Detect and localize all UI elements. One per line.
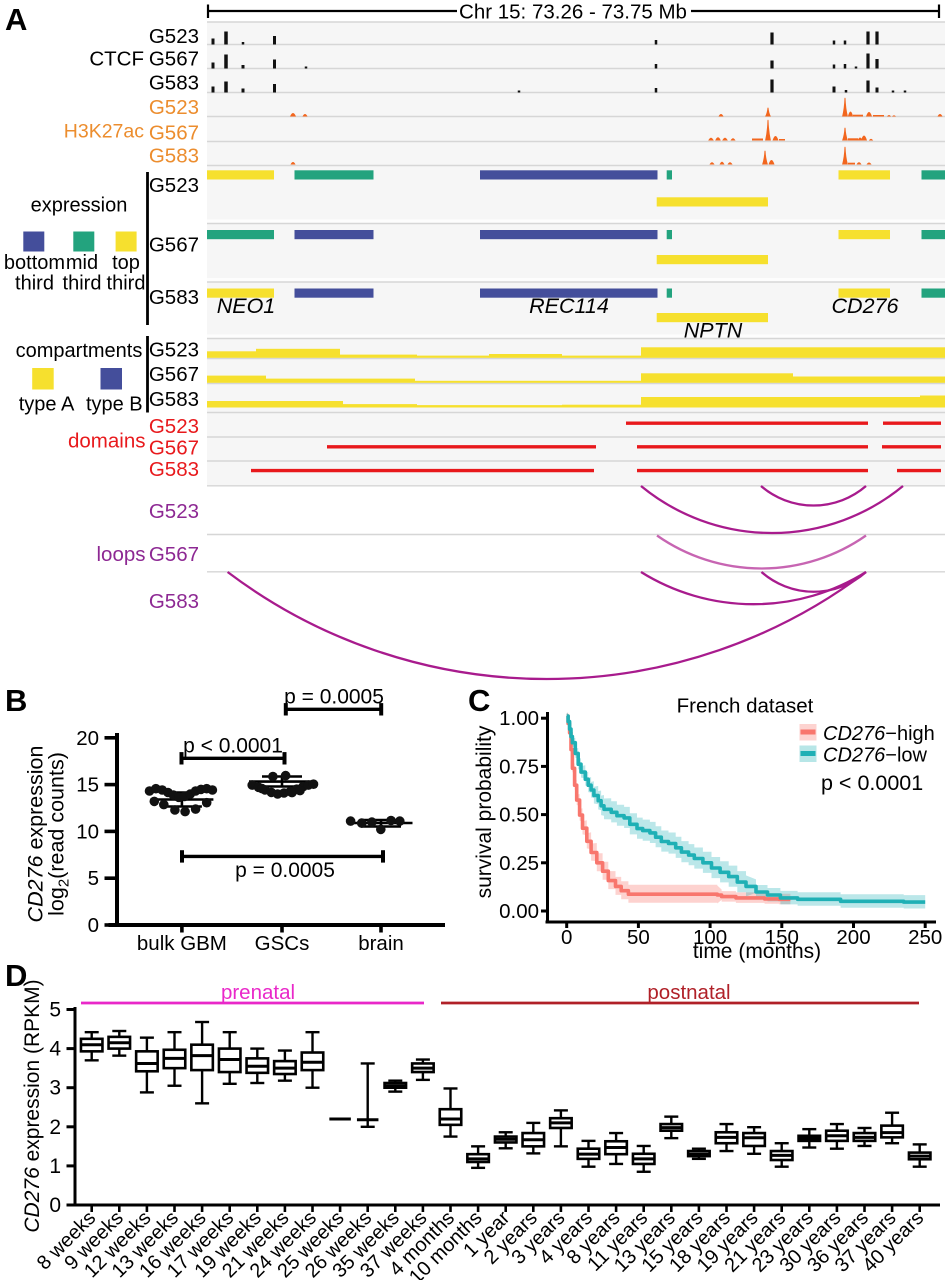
svg-text:B: B	[5, 683, 27, 718]
svg-text:G567: G567	[149, 363, 199, 386]
svg-text:G523: G523	[149, 500, 199, 523]
svg-text:French dataset: French dataset	[677, 695, 814, 718]
svg-text:CD276 expression (RPKM): CD276 expression (RPKM)	[21, 979, 44, 1232]
svg-text:G567: G567	[149, 234, 199, 257]
svg-text:1.00: 1.00	[499, 707, 539, 730]
svg-text:G583: G583	[149, 286, 199, 309]
svg-text:H3K27ac: H3K27ac	[64, 121, 144, 143]
svg-text:G583: G583	[149, 145, 199, 168]
svg-text:G523: G523	[149, 96, 199, 119]
svg-text:CD276−low: CD276−low	[823, 745, 928, 767]
svg-text:1: 1	[49, 1155, 61, 1178]
svg-text:G523: G523	[149, 339, 199, 362]
svg-text:3: 3	[49, 1077, 61, 1100]
svg-text:250: 250	[908, 926, 942, 949]
svg-text:50: 50	[627, 926, 650, 949]
svg-text:bulk GBM: bulk GBM	[137, 932, 227, 955]
svg-text:loops: loops	[96, 543, 145, 566]
svg-text:D: D	[5, 958, 27, 993]
svg-text:G523: G523	[149, 174, 199, 197]
svg-text:REC114: REC114	[529, 294, 609, 318]
svg-text:0: 0	[49, 1194, 61, 1217]
svg-text:type B: type B	[86, 394, 143, 416]
svg-text:G583: G583	[149, 458, 199, 481]
svg-text:G583: G583	[149, 388, 199, 411]
svg-text:CD276 expression: CD276 expression	[24, 746, 48, 923]
svg-text:third: third	[107, 273, 146, 295]
svg-text:compartments: compartments	[16, 340, 143, 362]
svg-text:200: 200	[836, 926, 870, 949]
svg-text:0.50: 0.50	[499, 804, 539, 827]
svg-text:type A: type A	[19, 394, 75, 416]
svg-text:CD276: CD276	[832, 294, 899, 318]
svg-text:4: 4	[49, 1038, 61, 1061]
svg-text:prenatal: prenatal	[221, 981, 295, 1004]
svg-text:third: third	[15, 273, 54, 295]
svg-text:CD276−high: CD276−high	[823, 723, 935, 745]
svg-text:0.75: 0.75	[499, 755, 539, 778]
svg-text:mid: mid	[66, 252, 98, 274]
svg-text:G583: G583	[149, 72, 199, 95]
svg-text:third: third	[63, 273, 102, 295]
svg-text:G567: G567	[149, 48, 199, 71]
svg-text:brain: brain	[358, 932, 404, 955]
svg-text:G523: G523	[149, 415, 199, 438]
svg-text:bottom: bottom	[4, 252, 65, 274]
svg-text:0: 0	[561, 926, 572, 949]
svg-text:100: 100	[693, 926, 727, 949]
svg-text:2: 2	[49, 1116, 61, 1139]
svg-text:G567: G567	[149, 543, 199, 566]
svg-text:0.25: 0.25	[499, 852, 539, 875]
svg-text:survival probability: survival probability	[473, 725, 496, 898]
svg-text:top: top	[112, 252, 140, 274]
svg-text:expression: expression	[31, 195, 128, 217]
svg-text:G583: G583	[149, 590, 199, 613]
svg-text:15: 15	[76, 774, 99, 797]
svg-text:G567: G567	[149, 122, 199, 145]
svg-text:0.00: 0.00	[499, 900, 539, 923]
svg-text:Chr 15: 73.26 - 73.75 Mb: Chr 15: 73.26 - 73.75 Mb	[459, 1, 687, 24]
svg-text:G567: G567	[149, 437, 199, 460]
svg-text:p = 0.0005: p = 0.0005	[235, 859, 335, 882]
svg-text:p = 0.0005: p = 0.0005	[284, 685, 384, 708]
svg-text:postnatal: postnatal	[647, 981, 730, 1004]
svg-text:150: 150	[765, 926, 799, 949]
svg-text:0: 0	[88, 914, 99, 937]
svg-text:time (months): time (months)	[693, 940, 821, 963]
svg-text:A: A	[5, 2, 27, 37]
svg-text:CTCF: CTCF	[89, 48, 144, 71]
svg-text:log2(read counts): log2(read counts)	[45, 752, 73, 916]
svg-text:5: 5	[88, 867, 99, 890]
svg-text:p < 0.0001: p < 0.0001	[821, 771, 923, 795]
svg-text:GSCs: GSCs	[255, 932, 310, 955]
svg-text:G523: G523	[149, 25, 199, 48]
svg-text:p < 0.0001: p < 0.0001	[183, 735, 283, 758]
svg-text:C: C	[468, 683, 490, 718]
svg-text:domains: domains	[68, 430, 146, 453]
svg-text:NPTN: NPTN	[684, 319, 743, 343]
svg-text:10: 10	[76, 820, 99, 843]
svg-text:5: 5	[49, 999, 61, 1022]
svg-text:20: 20	[76, 727, 99, 750]
svg-text:NEO1: NEO1	[217, 294, 276, 318]
